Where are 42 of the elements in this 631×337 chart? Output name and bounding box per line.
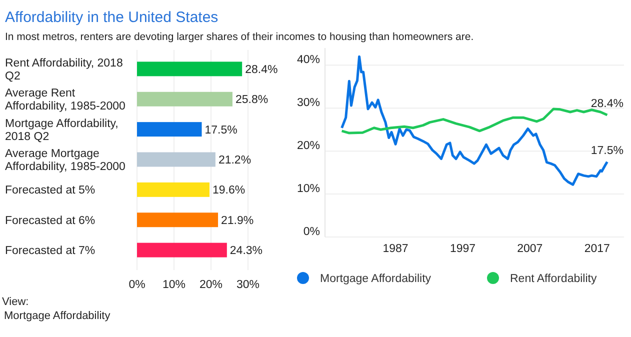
y-tick-label: 0% xyxy=(303,226,320,238)
chart-subtitle: In most metros, renters are devoting larger shares of their incomes to housing than homeowners are. xyxy=(5,31,474,43)
bar xyxy=(137,182,210,197)
x-tick-label: 1987 xyxy=(382,243,408,255)
x-tick-label: 30% xyxy=(236,279,260,291)
x-tick-label: 1997 xyxy=(450,243,476,255)
data-label: 21.2% xyxy=(218,154,252,166)
text: View: xyxy=(2,296,29,308)
data-label: 21.9% xyxy=(221,214,254,227)
bar xyxy=(137,152,216,167)
bar xyxy=(137,92,232,106)
x-tick-label: 10% xyxy=(162,279,186,291)
data-label: 17.5% xyxy=(204,124,238,136)
x-tick-label: 20% xyxy=(199,279,223,291)
y-tick-label: Forecasted at 7% xyxy=(5,245,96,258)
bar xyxy=(137,62,242,76)
annotation: 28.4% xyxy=(590,98,624,110)
data-label: 24.3% xyxy=(230,245,263,258)
y-tick-label: Average Rent Affordability, 1985-2000 xyxy=(5,88,126,113)
legend-label: Rent Affordability xyxy=(510,273,597,285)
data-label: 19.6% xyxy=(212,184,246,197)
x-tick-label: 2007 xyxy=(517,243,543,255)
bar xyxy=(137,242,227,258)
annotation: 17.5% xyxy=(590,144,624,157)
text: Mortgage Affordability xyxy=(4,310,111,322)
x-tick-label: 0% xyxy=(128,279,146,291)
y-tick-label: 10% xyxy=(296,183,320,196)
bar xyxy=(137,122,202,137)
bar xyxy=(137,212,218,228)
data-label: 28.4% xyxy=(245,64,278,76)
y-tick-label: Mortgage Affordability, 2018 Q2 xyxy=(5,118,118,143)
chart-title: Affordability in the United States xyxy=(5,9,218,26)
x-tick-label: 2017 xyxy=(584,243,610,255)
y-tick-label: 30% xyxy=(296,97,320,110)
y-tick-label: Rent Affordability, 2018 Q2 xyxy=(5,57,123,82)
y-tick-label: Forecasted at 6% xyxy=(5,214,96,227)
y-tick-label: Forecasted at 5% xyxy=(5,184,96,197)
y-tick-label: Average Mortgage Affordability, 1985-2000 xyxy=(5,148,126,173)
y-tick-label: 20% xyxy=(296,140,320,152)
y-tick-label: 40% xyxy=(296,54,320,66)
legend-label: Mortgage Affordability xyxy=(320,273,432,285)
data-label: 25.8% xyxy=(235,94,268,106)
